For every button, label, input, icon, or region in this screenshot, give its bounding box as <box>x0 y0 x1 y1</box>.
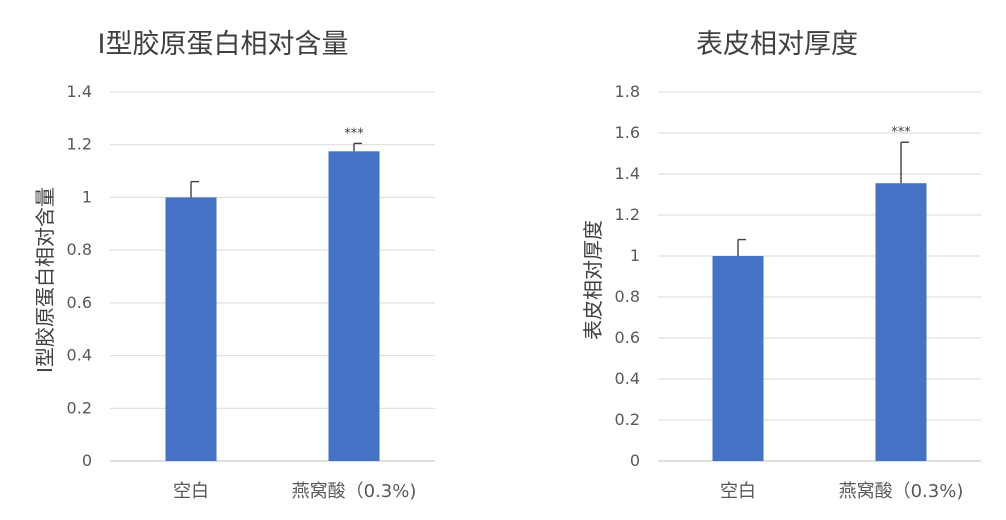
x-category-label: 燕窝酸（0.3%) <box>292 481 417 502</box>
bar <box>328 151 380 461</box>
x-category-label: 空白 <box>720 481 756 502</box>
plot-area: 0 0.2 0.4 0.6 0.8 1 1.2 1.4 空白 *** 燕窝酸（0.3%) <box>67 82 435 502</box>
y-tick-label: 0 <box>630 451 640 470</box>
y-tick-label: 1.4 <box>615 164 640 183</box>
y-tick-label: 1.6 <box>615 123 640 142</box>
significance-label: *** <box>344 126 364 141</box>
bar <box>875 183 927 461</box>
y-tick-label: 0.4 <box>67 346 92 365</box>
y-tick-label: 0.4 <box>615 369 640 388</box>
y-tick-label: 1 <box>630 246 640 265</box>
y-tick-label: 0.2 <box>615 410 640 429</box>
y-axis-label: 表皮相对厚度 <box>581 220 605 340</box>
chart-epidermis: 表皮相对厚度 表皮相对厚度 0 0.2 0.4 0.6 0.8 1 1.2 1.4 1.6 1.8… <box>503 0 1006 520</box>
chart-collagen: Ⅰ型胶原蛋白相对含量 Ⅰ型胶原蛋白相对含量 0 0.2 0.4 0.6 0.8 1 1.2 1… <box>33 29 435 502</box>
y-tick-label: 1.8 <box>615 82 640 101</box>
chart-title: 表皮相对厚度 <box>696 29 858 60</box>
bar <box>165 197 217 461</box>
significance-label: *** <box>891 125 911 140</box>
error-bar <box>353 142 362 152</box>
y-tick-label: 1.2 <box>67 135 92 154</box>
y-tick-label: 0.8 <box>615 287 640 306</box>
chart-epidermis-svg: 表皮相对厚度 表皮相对厚度 0 0.2 0.4 0.6 0.8 1 1.2 1.4 1.6 1.8… <box>581 29 981 502</box>
bar <box>712 256 764 461</box>
y-tick-label: 0 <box>82 451 92 470</box>
y-tick-label: 1.4 <box>67 82 92 101</box>
chart-collagen-svg: Ⅰ型胶原蛋白相对含量 Ⅰ型胶原蛋白相对含量 0 0.2 0.4 0.6 0.8 1 1.2 1… <box>33 29 435 502</box>
error-bar <box>900 141 909 184</box>
y-tick-label: 0.6 <box>615 328 640 347</box>
y-axis-label: Ⅰ型胶原蛋白相对含量 <box>33 187 57 373</box>
y-tick-label: 0.6 <box>67 293 92 312</box>
error-bar <box>190 180 199 198</box>
y-tick-label: 0.8 <box>67 240 92 259</box>
x-category-label: 燕窝酸（0.3%) <box>839 481 964 502</box>
chart-title: Ⅰ型胶原蛋白相对含量 <box>98 29 349 60</box>
x-category-label: 空白 <box>173 481 209 502</box>
y-tick-label: 1.2 <box>615 205 640 224</box>
y-tick-label: 0.2 <box>67 398 92 417</box>
error-bar <box>737 238 746 256</box>
plot-area: 0 0.2 0.4 0.6 0.8 1 1.2 1.4 1.6 1.8 空白 *** 燕窝酸（0.3%) <box>615 82 981 502</box>
y-tick-label: 1 <box>82 187 92 206</box>
